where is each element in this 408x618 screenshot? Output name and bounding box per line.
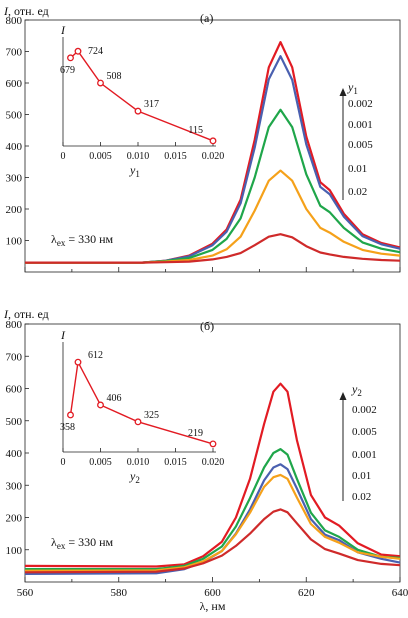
- inset-x-tick-label: 0: [61, 151, 66, 162]
- panel-a: 800 700 600 500 400 300 200 100 I, отн. ед (а) λex…: [3, 4, 401, 273]
- inset-x-tick-label: 0.010: [127, 457, 150, 468]
- y-tick-label: 100: [6, 236, 23, 248]
- y-tick-label: 300: [6, 173, 23, 185]
- inset-point-label: 325: [144, 410, 159, 421]
- excitation-label: λex = 330 нм: [51, 232, 114, 248]
- legend-arrow-head: [339, 88, 347, 96]
- y-axis-label: I, отн. ед: [3, 4, 49, 18]
- series-line-4: [24, 473, 401, 572]
- legend-arrow-head: [339, 392, 347, 400]
- inset-point-label: 679: [60, 65, 75, 76]
- inset-point-label: 219: [188, 428, 203, 439]
- inset-x-tick-label: 0.015: [164, 457, 187, 468]
- inset-point-label: 724: [88, 46, 103, 57]
- inset-y-label: I: [60, 23, 66, 37]
- series-line-2: [25, 55, 401, 264]
- x-tick-label: 640: [392, 587, 408, 599]
- y-tick-label: 800: [6, 319, 23, 331]
- x-tick-label: 600: [204, 587, 221, 599]
- legend-value: 0.002: [352, 404, 377, 416]
- panel-b: 800 700 600 500 400 300 200 100 560 580 600 620 640 λ…: [3, 307, 408, 613]
- inset-point: [67, 411, 74, 419]
- inset-x-tick-label: 0.005: [89, 457, 112, 468]
- inset-point: [97, 79, 104, 87]
- x-tick-label: 560: [17, 587, 34, 599]
- inset-x-label: y1: [129, 163, 140, 179]
- y-tick-label: 700: [6, 47, 23, 59]
- legend-value: 0.002: [348, 98, 373, 110]
- inset-point: [74, 47, 82, 55]
- legend-value: 0.005: [352, 426, 377, 438]
- series-line-5: [24, 508, 401, 574]
- y-tick-label: 200: [6, 204, 23, 216]
- inset-y-label: I: [60, 328, 66, 342]
- inset-point-label: 317: [144, 99, 159, 110]
- y-tick-label: 500: [6, 110, 23, 122]
- inset-x-tick-label: 0.020: [202, 457, 225, 468]
- series-line-5: [25, 233, 401, 264]
- y-tick-label: 300: [6, 480, 23, 492]
- y-tick-label: 800: [6, 15, 23, 27]
- inset-x-tick-label: 0.005: [89, 151, 112, 162]
- inset-point: [74, 358, 82, 366]
- x-axis-label: λ, нм: [200, 599, 226, 613]
- y-tick-label: 400: [6, 448, 23, 460]
- legend-value: 0.02: [348, 186, 367, 198]
- series-line-1: [24, 382, 401, 568]
- inset-point-label: 406: [107, 393, 122, 404]
- inset-point-label: 612: [88, 350, 103, 361]
- legend-value: 0.01: [348, 163, 367, 175]
- legend-title: y1: [347, 80, 358, 96]
- legend-value: 0.005: [348, 139, 373, 151]
- panel-label: (а): [200, 11, 213, 25]
- legend-value: 0.001: [348, 119, 373, 131]
- inset-point: [209, 137, 217, 145]
- legend-title: y2: [351, 382, 362, 398]
- inset-chart: 0 0.005 0.010 0.015 0.020 Iy2 358 612 406 325 219: [60, 328, 224, 485]
- inset-x-label: y2: [129, 469, 140, 485]
- legend-value: 0.001: [352, 449, 377, 461]
- y-tick-label: 100: [6, 545, 23, 557]
- inset-point: [134, 418, 142, 426]
- excitation-label: λex = 330 нм: [51, 535, 114, 551]
- x-tick-label: 620: [298, 587, 315, 599]
- x-tick-label: 580: [111, 587, 128, 599]
- y-tick-label: 400: [6, 141, 23, 153]
- inset-x-tick-label: 0.010: [127, 151, 150, 162]
- panel-label: (б): [200, 319, 214, 333]
- y-axis-label: I, отн. ед: [3, 307, 49, 321]
- inset-point-label: 508: [107, 71, 122, 82]
- inset-x-tick-label: 0.015: [164, 151, 187, 162]
- inset-x-tick-label: 0.020: [202, 151, 225, 162]
- inset-point: [209, 440, 217, 448]
- y-tick-label: 200: [6, 513, 23, 525]
- inset-point: [134, 107, 142, 115]
- series-line-4: [25, 169, 401, 264]
- y-tick-label: 600: [6, 78, 23, 90]
- inset-point: [97, 401, 104, 409]
- y-tick-label: 600: [6, 384, 23, 396]
- inset-chart: 0 0.005 0.010 0.015 0.020 Iy1 679 724 508 317 115: [60, 23, 224, 179]
- inset-x-tick-label: 0: [61, 457, 66, 468]
- y-tick-label: 500: [6, 416, 23, 428]
- inset-point: [67, 54, 74, 62]
- legend-value: 0.02: [352, 491, 371, 503]
- y-tick-label: 700: [6, 351, 23, 363]
- series-line-3: [25, 108, 401, 264]
- inset-point-label: 115: [188, 125, 203, 136]
- series-line-2: [25, 448, 401, 571]
- series-line-3: [24, 463, 401, 575]
- inset-point-label: 358: [60, 422, 75, 433]
- legend-value: 0.01: [352, 470, 371, 482]
